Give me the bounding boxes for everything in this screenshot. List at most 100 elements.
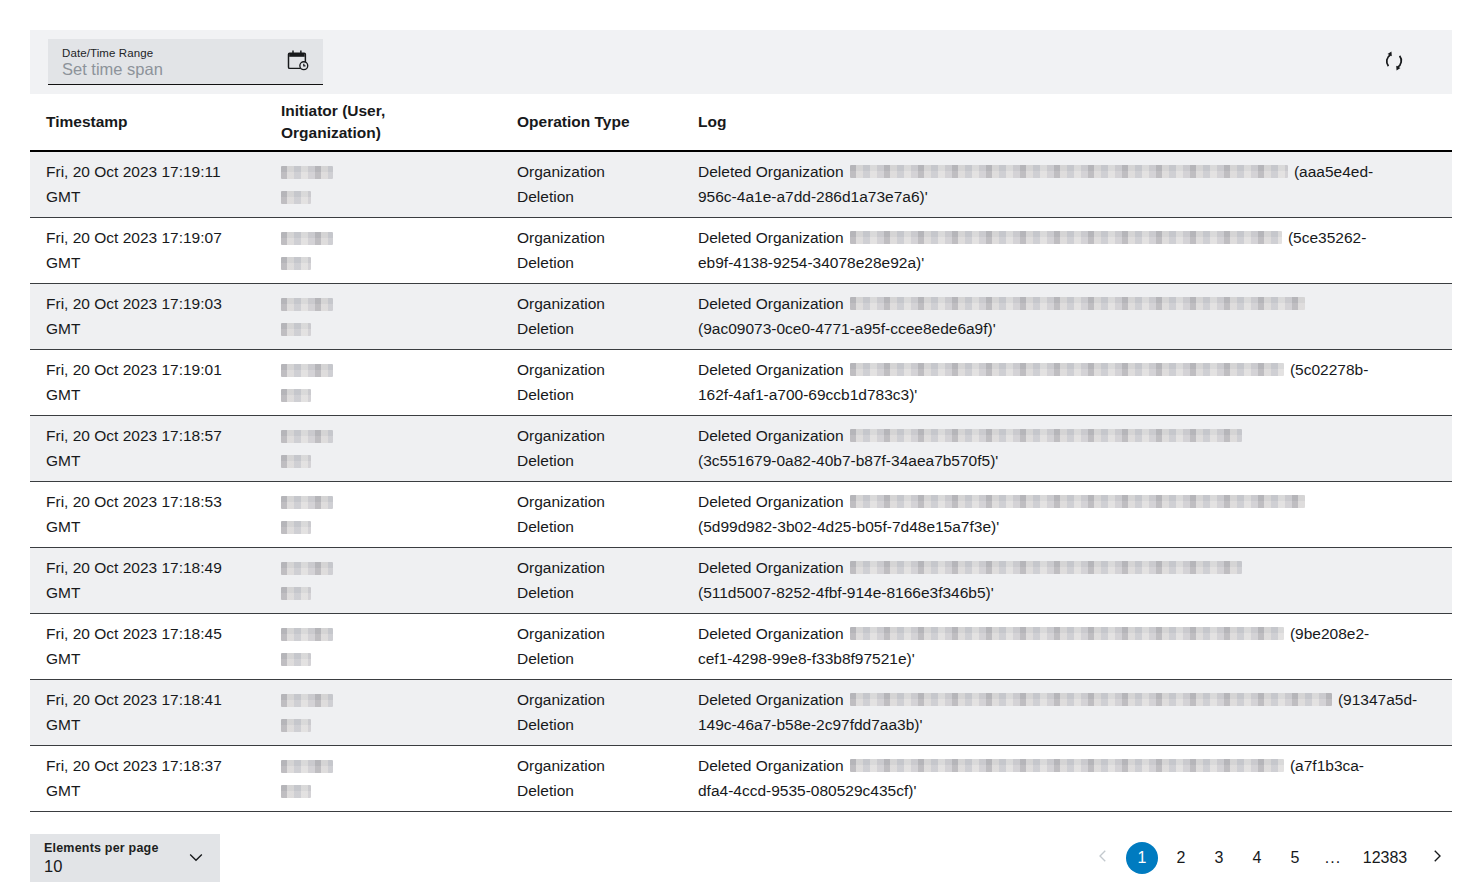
chevron-down-icon xyxy=(186,847,206,871)
pagination-page-2[interactable]: 2 xyxy=(1166,842,1196,874)
pagination-page-1[interactable]: 1 xyxy=(1126,842,1158,874)
log-org-id-part2: dfa4-4ccd-9535-080529c435cf)' xyxy=(698,779,1432,804)
initiator-cell xyxy=(265,754,501,803)
redacted-organization-name xyxy=(281,719,311,732)
log-org-id-part1: (91347a5d- xyxy=(1334,691,1418,708)
log-message-prefix: Deleted Organization xyxy=(698,361,844,378)
redacted-user-name xyxy=(281,232,333,245)
column-header-log: Log xyxy=(682,111,1452,133)
redacted-organization-name xyxy=(281,785,311,798)
redacted-user-name xyxy=(281,496,333,509)
log-org-id-part2: (5d99d982-3b02-4d25-b05f-7d48e15a7f3e)' xyxy=(698,515,1432,540)
operation-type-cell: Organization Deletion xyxy=(501,424,641,473)
log-org-id-part2: 149c-46a7-b58e-2c97fdd7aa3b)' xyxy=(698,713,1432,738)
table-row: Fri, 20 Oct 2023 17:18:49 GMT Organizati… xyxy=(30,548,1452,614)
log-redacted-org-path xyxy=(850,363,1284,376)
initiator-cell xyxy=(265,160,501,209)
redacted-organization-name xyxy=(281,455,311,468)
log-cell: Deleted Organization (aaa5e4ed- 956c-4a1… xyxy=(682,160,1452,209)
redacted-organization-name xyxy=(281,587,311,600)
redacted-organization-name xyxy=(281,389,311,402)
redacted-user-name xyxy=(281,166,333,179)
log-cell: Deleted Organization (5c02278b- 162f-4af… xyxy=(682,358,1452,407)
log-message-prefix: Deleted Organization xyxy=(698,229,844,246)
pagination-page-5[interactable]: 5 xyxy=(1280,842,1310,874)
timestamp-cell: Fri, 20 Oct 2023 17:19:03 GMT xyxy=(30,292,245,341)
timestamp-cell: Fri, 20 Oct 2023 17:19:11 GMT xyxy=(30,160,245,209)
operation-type-cell: Organization Deletion xyxy=(501,292,641,341)
redacted-organization-name xyxy=(281,257,311,270)
pagination-prev-button[interactable] xyxy=(1088,842,1118,874)
redacted-organization-name xyxy=(281,653,311,666)
log-redacted-org-path xyxy=(850,165,1288,178)
log-redacted-org-path xyxy=(850,693,1332,706)
column-header-timestamp: Timestamp xyxy=(30,111,265,133)
log-org-id-part2: 162f-4af1-a700-69ccb1d783c3)' xyxy=(698,383,1432,408)
chevron-right-icon xyxy=(1428,847,1446,869)
timestamp-cell: Fri, 20 Oct 2023 17:19:07 GMT xyxy=(30,226,245,275)
log-message-prefix: Deleted Organization xyxy=(698,559,844,576)
table-row: Fri, 20 Oct 2023 17:19:07 GMT Organizati… xyxy=(30,218,1452,284)
redacted-user-name xyxy=(281,364,333,377)
log-redacted-org-path xyxy=(850,627,1284,640)
table-body: Fri, 20 Oct 2023 17:19:11 GMT Organizati… xyxy=(30,152,1452,812)
operation-type-cell: Organization Deletion xyxy=(501,358,641,407)
pagination-page-3[interactable]: 3 xyxy=(1204,842,1234,874)
log-redacted-org-path xyxy=(850,561,1242,574)
log-org-id-part2: (9ac09073-0ce0-4771-a95f-ccee8ede6a9f)' xyxy=(698,317,1432,342)
timestamp-cell: Fri, 20 Oct 2023 17:18:49 GMT xyxy=(30,556,245,605)
log-redacted-org-path xyxy=(850,495,1305,508)
redacted-user-name xyxy=(281,298,333,311)
redacted-organization-name xyxy=(281,323,311,336)
table-row: Fri, 20 Oct 2023 17:18:53 GMT Organizati… xyxy=(30,482,1452,548)
initiator-cell xyxy=(265,358,501,407)
pagination-next-button[interactable] xyxy=(1422,842,1452,874)
table-row: Fri, 20 Oct 2023 17:19:01 GMT Organizati… xyxy=(30,350,1452,416)
log-message-prefix: Deleted Organization xyxy=(698,163,844,180)
table-row: Fri, 20 Oct 2023 17:18:57 GMT Organizati… xyxy=(30,416,1452,482)
initiator-cell xyxy=(265,622,501,671)
timestamp-cell: Fri, 20 Oct 2023 17:18:37 GMT xyxy=(30,754,245,803)
initiator-cell xyxy=(265,424,501,473)
log-org-id-part1: (a7f1b3ca- xyxy=(1286,757,1364,774)
log-org-id-part2: cef1-4298-99e8-f33b8f97521e)' xyxy=(698,647,1432,672)
log-message-prefix: Deleted Organization xyxy=(698,757,844,774)
table-row: Fri, 20 Oct 2023 17:18:45 GMT Organizati… xyxy=(30,614,1452,680)
log-redacted-org-path xyxy=(850,297,1305,310)
datetime-range-placeholder: Set time span xyxy=(62,60,163,79)
operation-type-cell: Organization Deletion xyxy=(501,622,641,671)
redacted-user-name xyxy=(281,430,333,443)
log-cell: Deleted Organization (9ac09073-0ce0-4771… xyxy=(682,292,1452,341)
log-message-prefix: Deleted Organization xyxy=(698,691,844,708)
redacted-user-name xyxy=(281,694,333,707)
log-message-prefix: Deleted Organization xyxy=(698,295,844,312)
table-row: Fri, 20 Oct 2023 17:18:41 GMT Organizati… xyxy=(30,680,1452,746)
initiator-cell xyxy=(265,490,501,539)
pagination: 12345...12383 xyxy=(1088,842,1452,874)
log-cell: Deleted Organization (5ce35262- eb9f-413… xyxy=(682,226,1452,275)
datetime-range-field[interactable]: Date/Time Range Set time span xyxy=(48,39,323,85)
log-message-prefix: Deleted Organization xyxy=(698,625,844,642)
footer: Elements per page 10 12345...12383 xyxy=(30,834,1452,882)
calendar-clock-icon[interactable] xyxy=(284,47,311,78)
log-message-prefix: Deleted Organization xyxy=(698,427,844,444)
elements-per-page-select[interactable]: Elements per page 10 xyxy=(30,834,220,882)
pagination-page-4[interactable]: 4 xyxy=(1242,842,1272,874)
elements-per-page-label: Elements per page xyxy=(44,841,159,855)
initiator-cell xyxy=(265,556,501,605)
redacted-organization-name xyxy=(281,521,311,534)
log-cell: Deleted Organization (a7f1b3ca- dfa4-4cc… xyxy=(682,754,1452,803)
column-header-initiator: Initiator (User, Organization) xyxy=(265,100,455,144)
pagination-page-12383[interactable]: 12383 xyxy=(1356,842,1414,874)
table-row: Fri, 20 Oct 2023 17:19:11 GMT Organizati… xyxy=(30,152,1452,218)
elements-per-page-texts: Elements per page 10 xyxy=(44,841,159,876)
datetime-range-texts: Date/Time Range Set time span xyxy=(62,47,163,79)
timestamp-cell: Fri, 20 Oct 2023 17:19:01 GMT xyxy=(30,358,245,407)
operation-type-cell: Organization Deletion xyxy=(501,556,641,605)
log-redacted-org-path xyxy=(850,429,1242,442)
table-row: Fri, 20 Oct 2023 17:19:03 GMT Organizati… xyxy=(30,284,1452,350)
refresh-button[interactable] xyxy=(1380,47,1408,78)
log-org-id-part1: (5c02278b- xyxy=(1286,361,1369,378)
datetime-range-label: Date/Time Range xyxy=(62,47,163,59)
filter-bar: Date/Time Range Set time span xyxy=(30,30,1452,94)
